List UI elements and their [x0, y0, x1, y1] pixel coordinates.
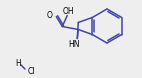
Text: O: O	[46, 11, 52, 20]
Text: OH: OH	[62, 7, 74, 16]
Text: HN: HN	[69, 40, 80, 49]
Text: Cl: Cl	[27, 67, 35, 77]
Text: H: H	[15, 60, 21, 68]
